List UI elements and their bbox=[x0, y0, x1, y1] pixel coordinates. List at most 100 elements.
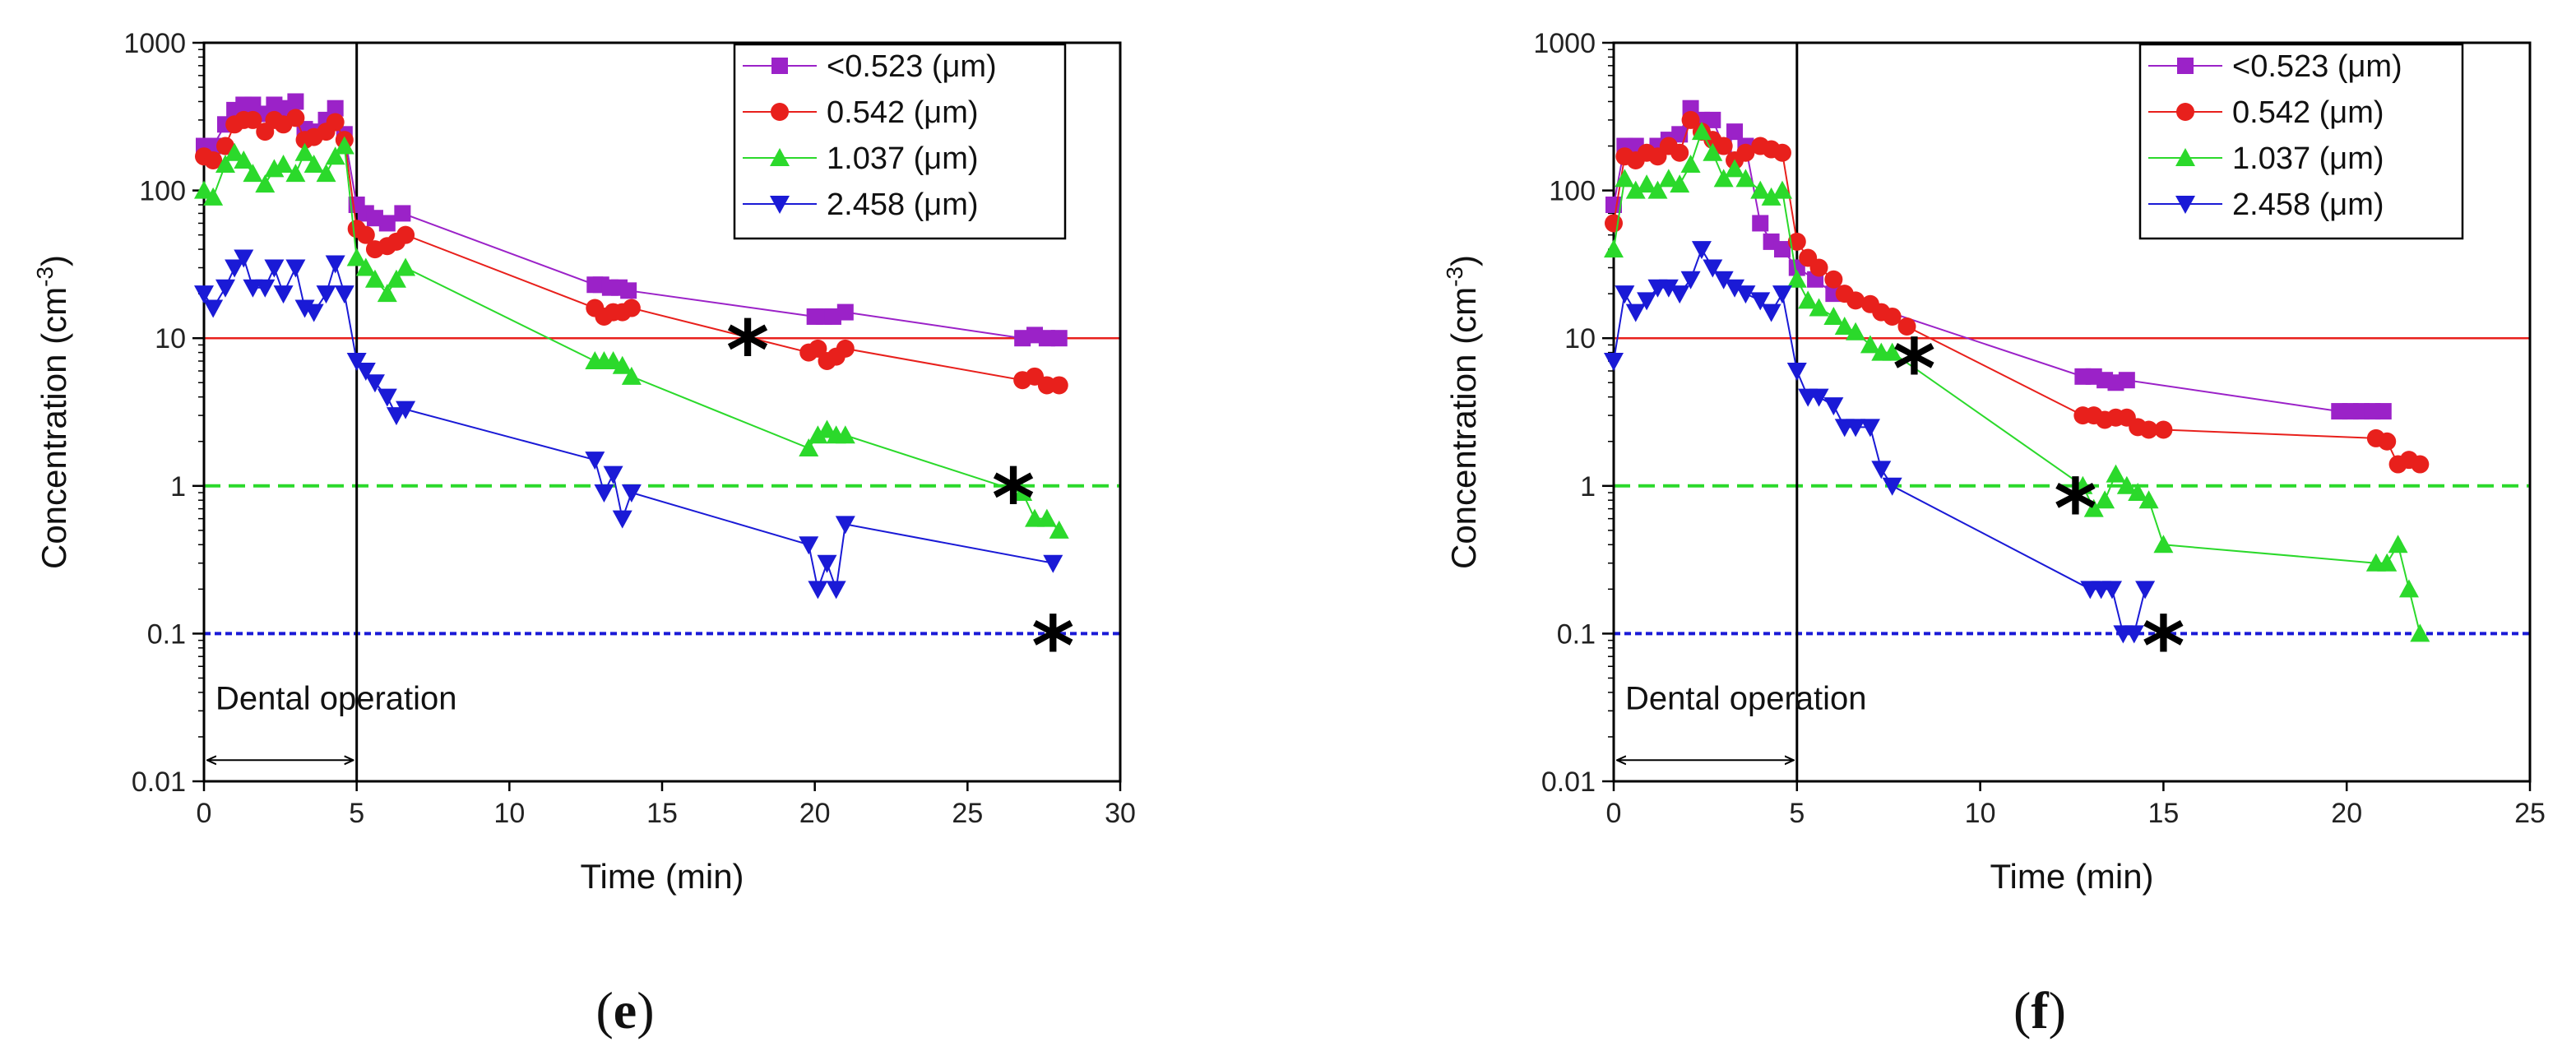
panel-label-part: ) bbox=[637, 981, 654, 1040]
y-tick-label: 1000 bbox=[1533, 28, 1596, 59]
data-point bbox=[1050, 330, 1068, 347]
x-tick-label: 25 bbox=[2514, 798, 2546, 829]
data-point bbox=[1637, 174, 1657, 193]
data-point bbox=[215, 279, 235, 298]
data-point bbox=[1725, 279, 1745, 298]
data-point bbox=[1714, 137, 1733, 155]
data-point bbox=[1772, 180, 1792, 199]
data-point bbox=[316, 285, 336, 304]
data-point bbox=[386, 269, 406, 288]
data-point bbox=[1772, 143, 1791, 162]
data-point bbox=[194, 285, 214, 304]
x-tick-label: 10 bbox=[493, 798, 525, 829]
data-point bbox=[1809, 298, 1829, 317]
dental-operation-label: Dental operation bbox=[215, 680, 457, 716]
chart-panel-e: 0 5 10 15 20 25 30 0.01 0.1 1 10 100 1000 Time (min) C… bbox=[32, 28, 1136, 1040]
data-point bbox=[1882, 342, 1902, 361]
data-point bbox=[1798, 290, 1818, 309]
series-triangle-up bbox=[194, 136, 1069, 539]
data-point bbox=[1772, 285, 1792, 304]
data-point bbox=[2124, 625, 2144, 644]
data-point bbox=[215, 154, 235, 173]
data-point bbox=[1680, 271, 1701, 289]
data-point bbox=[1773, 241, 1791, 258]
data-point bbox=[1897, 317, 1916, 336]
data-point bbox=[1725, 159, 1745, 178]
legend-box bbox=[733, 43, 1067, 240]
data-point bbox=[585, 452, 605, 470]
legend-marker bbox=[770, 148, 790, 166]
y-axis-label: Concentration (cm-3) bbox=[32, 255, 73, 569]
data-point bbox=[1752, 215, 1769, 232]
data-point bbox=[1615, 169, 1635, 188]
y-axis-label: Concentration (cm-3) bbox=[1442, 255, 1483, 569]
dental-operation-label: Dental operation bbox=[1625, 680, 1867, 716]
data-point bbox=[1680, 154, 1701, 173]
data-point bbox=[594, 484, 614, 503]
data-point bbox=[396, 257, 416, 276]
data-point bbox=[2118, 372, 2135, 389]
data-point bbox=[2116, 475, 2137, 494]
significance-asterisk: * bbox=[2054, 461, 2096, 557]
y-axis-label-end: ) bbox=[35, 255, 73, 266]
data-point bbox=[287, 93, 304, 110]
panel-label-part: ( bbox=[595, 981, 613, 1040]
x-tick-label: 10 bbox=[1965, 798, 1996, 829]
y-tick-label: 1 bbox=[1580, 471, 1596, 503]
data-point bbox=[1824, 270, 1843, 289]
significance-asterisk: * bbox=[1031, 598, 1074, 694]
data-point bbox=[799, 438, 819, 456]
data-point bbox=[1713, 169, 1734, 188]
data-point bbox=[394, 205, 411, 222]
data-point bbox=[396, 401, 416, 419]
data-point bbox=[622, 299, 641, 317]
data-point bbox=[203, 187, 224, 206]
data-point bbox=[194, 180, 214, 199]
data-point bbox=[243, 164, 263, 183]
data-point bbox=[1647, 180, 1668, 199]
series-triangle-up bbox=[1604, 122, 2430, 642]
data-point bbox=[1637, 292, 1657, 311]
data-point bbox=[799, 536, 819, 555]
data-point bbox=[1615, 285, 1635, 304]
data-point bbox=[2153, 535, 2174, 553]
data-point bbox=[346, 248, 367, 266]
data-point bbox=[1625, 180, 1646, 199]
data-point bbox=[356, 225, 375, 244]
panel-label-part: f bbox=[2031, 981, 2049, 1040]
panel-label: (e) bbox=[595, 981, 654, 1040]
data-point bbox=[1883, 307, 1902, 326]
data-point bbox=[1681, 110, 1700, 129]
data-point bbox=[378, 215, 396, 232]
data-point bbox=[346, 353, 367, 372]
data-point bbox=[355, 363, 376, 382]
x-tick-label: 0 bbox=[197, 798, 212, 829]
significance-asterisk: * bbox=[726, 303, 769, 399]
data-point bbox=[808, 425, 828, 444]
data-point bbox=[835, 425, 855, 444]
data-point bbox=[334, 285, 354, 304]
data-point bbox=[2083, 498, 2104, 517]
y-axis-label-end: ) bbox=[1444, 255, 1483, 266]
data-point bbox=[1846, 419, 1866, 438]
data-point bbox=[2138, 490, 2159, 509]
x-tick-label: 20 bbox=[799, 798, 831, 829]
data-point bbox=[225, 142, 245, 161]
data-point bbox=[620, 282, 637, 299]
data-point bbox=[364, 269, 385, 288]
data-point bbox=[1604, 239, 1624, 258]
data-point bbox=[1670, 174, 1690, 193]
data-point bbox=[1713, 271, 1734, 289]
data-point bbox=[377, 388, 397, 407]
legend-marker bbox=[770, 196, 790, 214]
x-tick-label: 5 bbox=[349, 798, 364, 829]
data-point bbox=[203, 299, 224, 318]
x-tick-label: 0 bbox=[1606, 798, 1622, 829]
y-tick-label: 100 bbox=[139, 176, 186, 207]
significance-asterisk: * bbox=[1893, 322, 1935, 418]
data-point bbox=[2154, 420, 2173, 439]
data-point bbox=[612, 510, 632, 529]
data-point bbox=[1823, 397, 1844, 416]
data-point bbox=[1871, 461, 1892, 479]
